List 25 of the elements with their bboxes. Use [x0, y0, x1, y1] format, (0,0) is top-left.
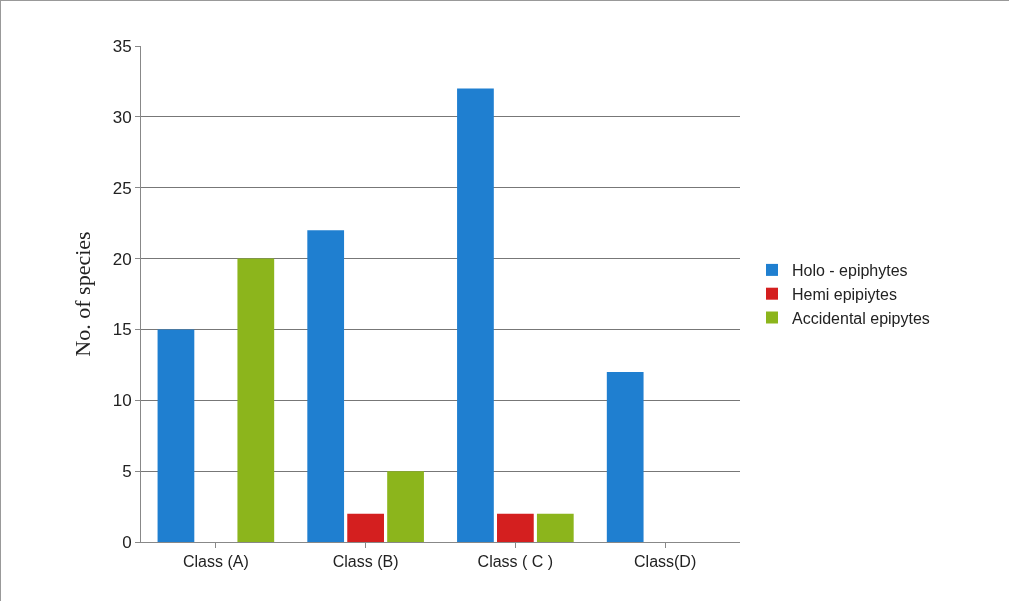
bar [387, 471, 424, 542]
y-tick-label: 20 [112, 249, 132, 269]
y-tick-label: 25 [112, 178, 132, 198]
legend-label: Accidental epipytes [791, 309, 930, 327]
bar [457, 88, 494, 542]
bar [347, 513, 384, 542]
legend-label: Hemi epipiytes [791, 285, 897, 303]
y-tick-label: 0 [122, 532, 132, 552]
legend-label: Holo - epiphytes [791, 262, 908, 280]
bar [307, 230, 345, 542]
bar [237, 258, 275, 542]
bar [497, 513, 534, 542]
y-tick-label: 30 [112, 107, 132, 127]
y-tick-label: 15 [112, 320, 132, 340]
x-tick-label: Class(D) [634, 553, 697, 571]
bar [606, 371, 644, 542]
y-axis-title: No. of species [70, 231, 96, 357]
bar [536, 513, 574, 542]
x-tick-label: Class ( C ) [477, 553, 554, 571]
y-tick-label: 5 [122, 462, 132, 482]
y-tick-label: 35 [112, 36, 132, 56]
x-tick-label: Class (B) [332, 553, 399, 571]
x-tick-label: Class (A) [182, 553, 249, 571]
bar [157, 329, 195, 542]
y-tick-label: 10 [112, 391, 132, 411]
